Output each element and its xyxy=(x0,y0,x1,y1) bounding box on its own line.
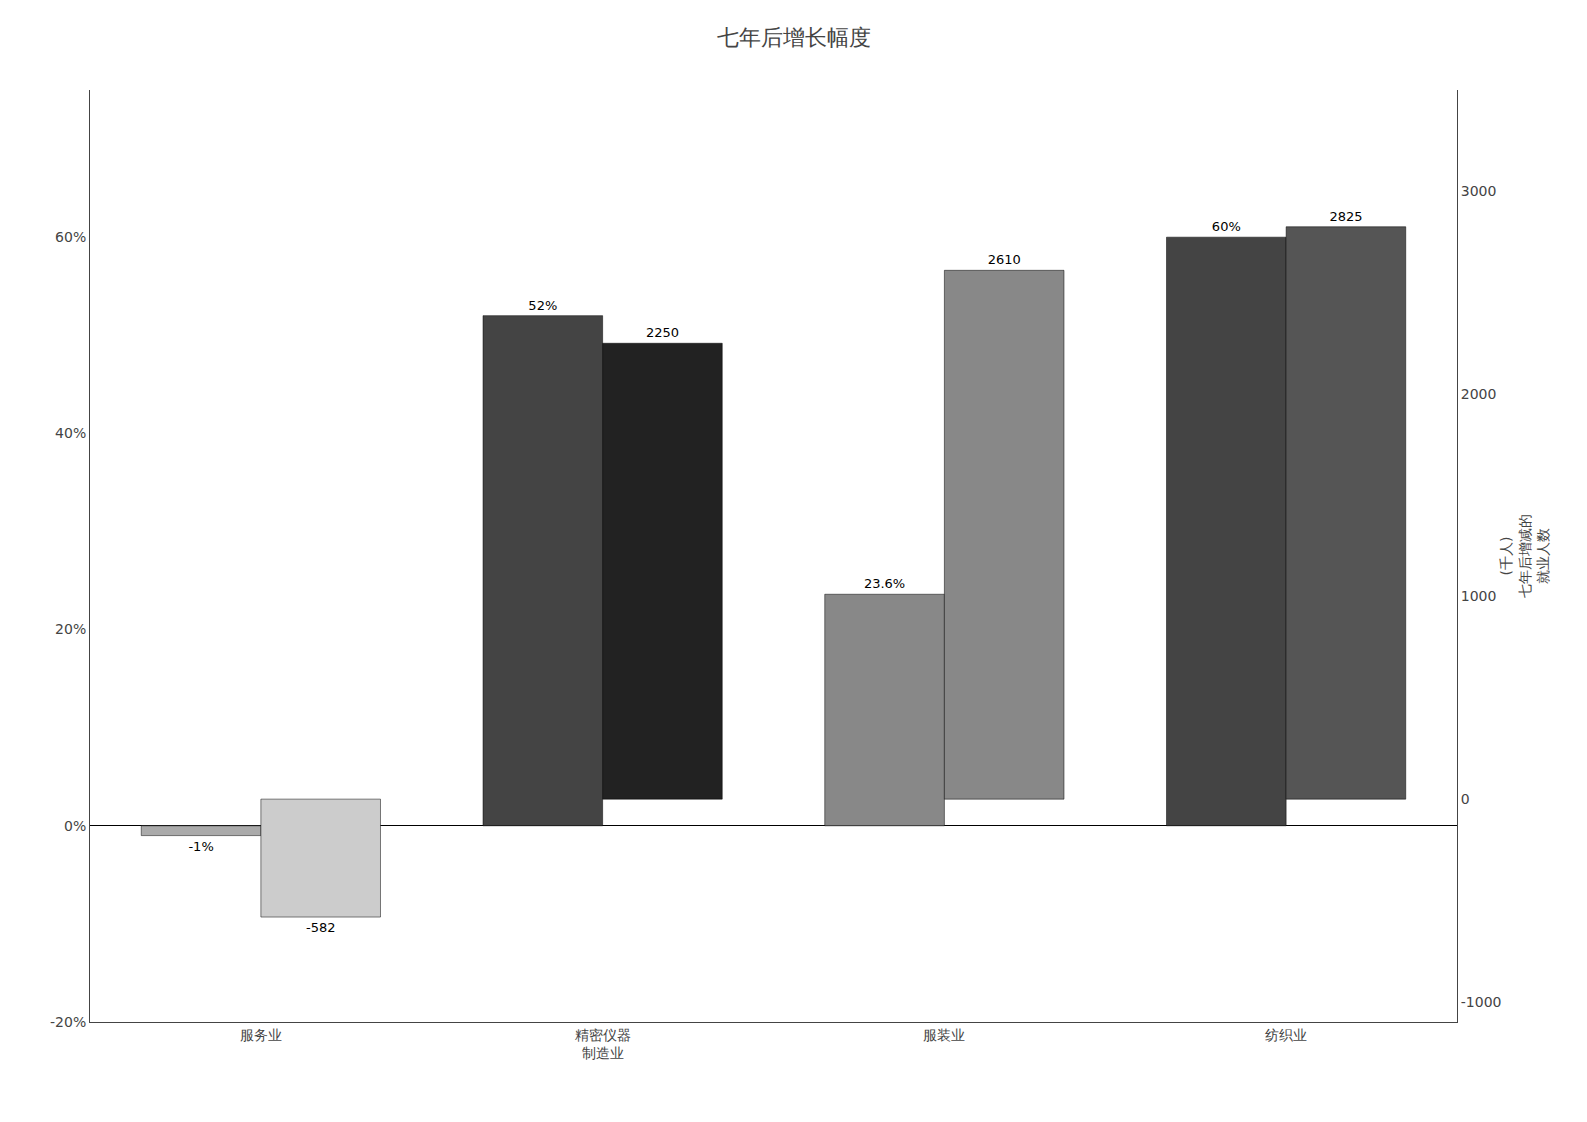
svg-text:2610: 2610 xyxy=(988,252,1021,267)
svg-text:-1000: -1000 xyxy=(1461,994,1502,1010)
svg-text:(千人)七年后增减的就业人数: (千人)七年后增减的就业人数 xyxy=(1498,514,1550,598)
svg-text:-1%: -1% xyxy=(188,839,213,854)
svg-text:60%: 60% xyxy=(1212,219,1241,234)
svg-text:服务业: 服务业 xyxy=(240,1027,282,1043)
svg-text:52%: 52% xyxy=(528,298,557,313)
svg-text:服装业: 服装业 xyxy=(923,1027,965,1043)
svg-text:1000: 1000 xyxy=(1461,588,1497,604)
svg-text:0: 0 xyxy=(1461,791,1470,807)
svg-text:-20%: -20% xyxy=(50,1014,86,1030)
svg-text:2000: 2000 xyxy=(1461,386,1497,402)
svg-text:40%: 40% xyxy=(55,425,86,441)
svg-text:60%: 60% xyxy=(55,229,86,245)
svg-text:2250: 2250 xyxy=(646,325,679,340)
svg-text:3000: 3000 xyxy=(1461,183,1497,199)
svg-text:精密仪器制造业: 精密仪器制造业 xyxy=(575,1027,631,1061)
svg-text:2825: 2825 xyxy=(1329,209,1362,224)
svg-text:20%: 20% xyxy=(55,621,86,637)
svg-text:-582: -582 xyxy=(306,920,336,935)
svg-text:七年后增长幅度: 七年后增长幅度 xyxy=(717,25,871,50)
svg-text:23.6%: 23.6% xyxy=(864,576,905,591)
svg-text:0%: 0% xyxy=(64,818,86,834)
svg-text:纺织业: 纺织业 xyxy=(1265,1027,1307,1043)
